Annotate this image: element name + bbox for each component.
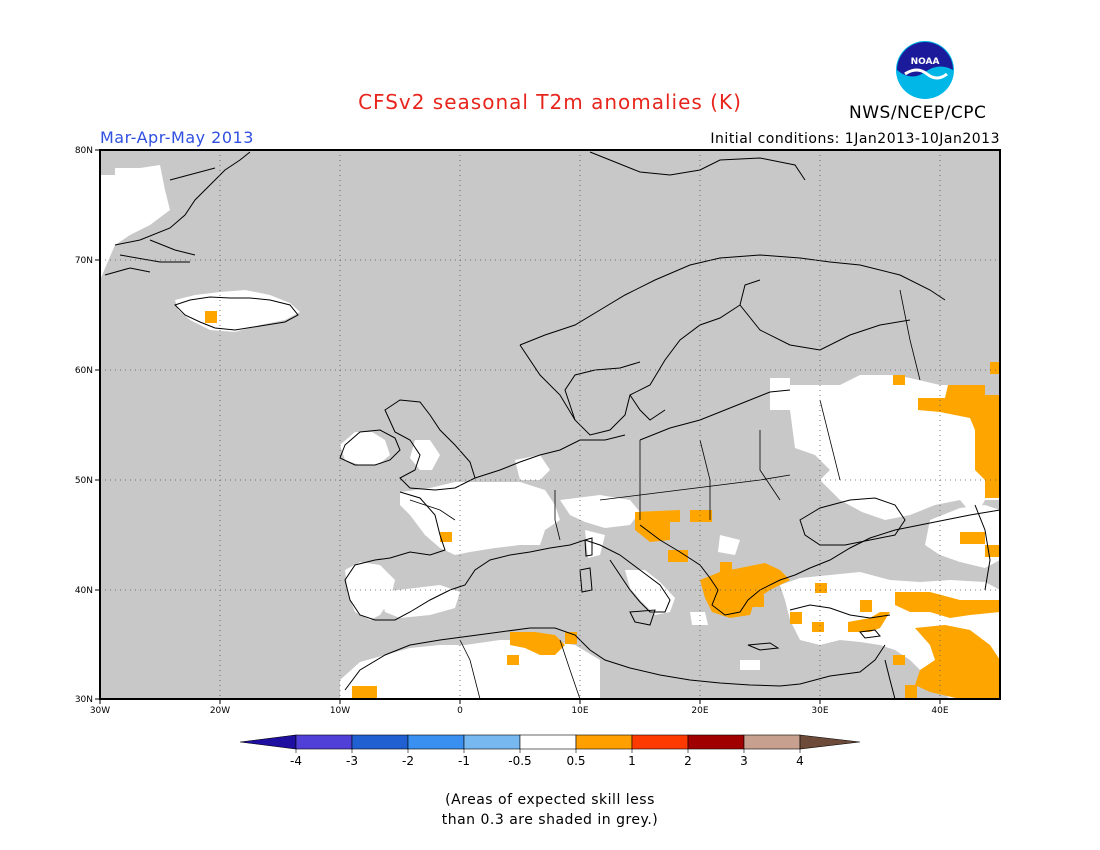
lon-tick-label: 10W xyxy=(330,706,350,716)
lon-tick-label: 40E xyxy=(931,706,948,716)
lat-tick-label: 50N xyxy=(75,476,93,486)
season-label: Mar-Apr-May 2013 xyxy=(100,128,254,147)
colorbar-segment xyxy=(295,734,353,750)
colorbar-label: -0.5 xyxy=(508,754,531,768)
colorbar-label: 3 xyxy=(740,754,748,768)
colorbar-label: 0.5 xyxy=(566,754,585,768)
colorbar-segment xyxy=(351,734,409,750)
colorbar-segment xyxy=(239,734,297,750)
colorbar-segment xyxy=(799,734,861,750)
colorbar-label: 2 xyxy=(684,754,692,768)
colorbar-segment xyxy=(463,734,521,750)
colorbar-label: 4 xyxy=(796,754,804,768)
lat-tick-label: 60N xyxy=(75,366,93,376)
chart-title: CFSv2 seasonal T2m anomalies (K) xyxy=(358,90,742,114)
colorbar xyxy=(239,734,861,753)
lon-tick-label: 10E xyxy=(571,706,588,716)
initial-conditions-label: Initial conditions: 1Jan2013-10Jan2013 xyxy=(710,131,1000,147)
colorbar-label: 1 xyxy=(628,754,636,768)
colorbar-label: -1 xyxy=(458,754,470,768)
lat-tick-label: 80N xyxy=(75,146,93,156)
map-frame xyxy=(99,149,1001,700)
lon-tick-label: 30E xyxy=(811,706,828,716)
colorbar-segment xyxy=(687,734,745,750)
colorbar-segment xyxy=(519,734,577,750)
lat-tick-label: 30N xyxy=(75,695,93,705)
colorbar-label: -4 xyxy=(290,754,302,768)
colorbar-segment xyxy=(407,734,465,750)
noaa-logo-text: NOAA xyxy=(911,57,940,67)
skill-note-line1: (Areas of expected skill less xyxy=(445,792,655,808)
colorbar-segment xyxy=(743,734,801,750)
warm-anomaly-areas xyxy=(205,311,1000,699)
lon-tick-label: 20E xyxy=(691,706,708,716)
lon-tick-label: 0 xyxy=(457,706,463,716)
lat-tick-label: 70N xyxy=(75,256,93,266)
colorbar-label: -2 xyxy=(402,754,414,768)
graticule xyxy=(100,150,1000,699)
skill-note-line2: than 0.3 are shaded in grey.) xyxy=(441,812,659,828)
agency-label: NWS/NCEP/CPC xyxy=(849,103,987,123)
lon-tick-label: 30W xyxy=(90,706,110,716)
colorbar-segment xyxy=(575,734,633,750)
noaa-logo: NOAA xyxy=(896,41,954,99)
lon-tick-label: 20W xyxy=(210,706,230,716)
colorbar-segment xyxy=(631,734,689,750)
lat-tick-label: 40N xyxy=(75,586,93,596)
colorbar-label: -3 xyxy=(346,754,358,768)
